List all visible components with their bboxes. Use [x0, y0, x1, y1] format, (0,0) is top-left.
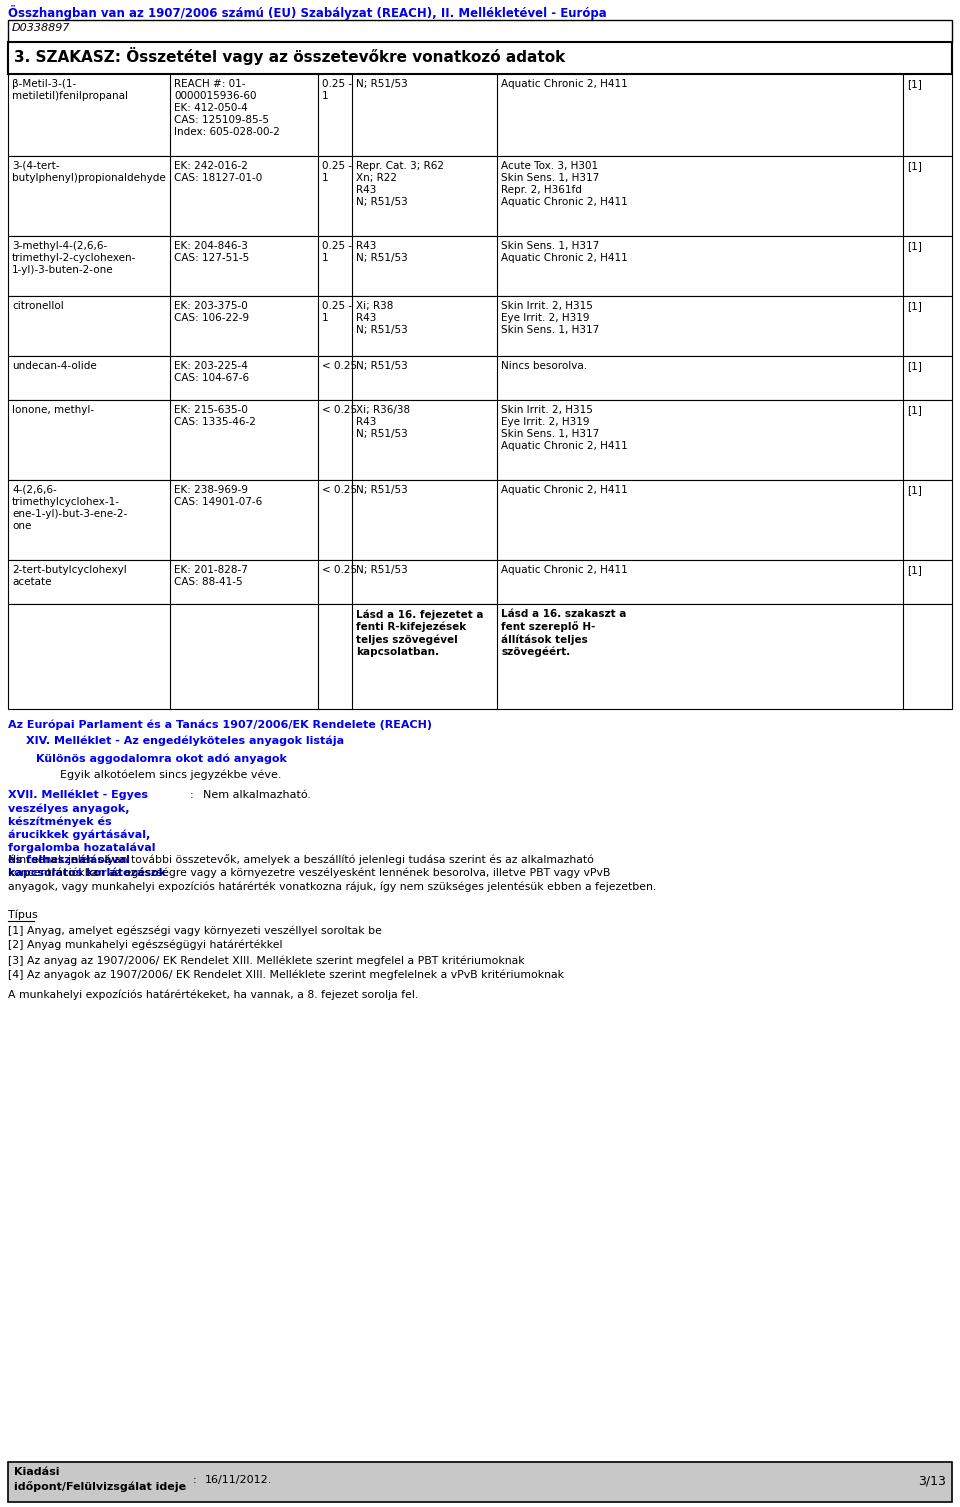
Text: 2-tert-butylcyclohexyl
acetate: 2-tert-butylcyclohexyl acetate — [12, 565, 127, 588]
Text: [1]: [1] — [907, 362, 922, 371]
Text: EK: 201-828-7
CAS: 88-41-5: EK: 201-828-7 CAS: 88-41-5 — [174, 565, 248, 588]
Bar — [8, 295, 952, 356]
Text: [1]: [1] — [907, 161, 922, 170]
Text: Egyik alkotóelem sincs jegyzékbe véve.: Egyik alkotóelem sincs jegyzékbe véve. — [46, 770, 281, 781]
Bar — [8, 604, 952, 708]
Bar — [8, 1462, 952, 1502]
Bar — [8, 157, 952, 237]
Text: 16/11/2012.: 16/11/2012. — [205, 1475, 273, 1484]
Text: [1]: [1] — [907, 565, 922, 576]
Text: N; R51/53: N; R51/53 — [356, 362, 408, 371]
Text: < 0.25: < 0.25 — [322, 565, 357, 576]
Text: EK: 203-225-4
CAS: 104-67-6: EK: 203-225-4 CAS: 104-67-6 — [174, 362, 250, 383]
Bar — [8, 42, 952, 74]
Text: Skin Irrit. 2, H315
Eye Irrit. 2, H319
Skin Sens. 1, H317: Skin Irrit. 2, H315 Eye Irrit. 2, H319 S… — [501, 301, 599, 335]
Text: :: : — [183, 790, 201, 800]
Text: < 0.25: < 0.25 — [322, 362, 357, 371]
Text: Nincsenek jelen olyan további összetevők, amelyek a beszállító jelenlegi tudása : Nincsenek jelen olyan további összetevők… — [8, 854, 657, 892]
Bar — [8, 481, 952, 561]
Text: Nem alkalmazható.: Nem alkalmazható. — [203, 790, 311, 800]
Text: citronellol: citronellol — [12, 301, 63, 310]
Text: β-Metil-3-(1-
metiletil)fenilpropanal: β-Metil-3-(1- metiletil)fenilpropanal — [12, 78, 128, 101]
Text: [1]: [1] — [907, 241, 922, 252]
Bar — [8, 74, 952, 157]
Text: [2] Anyag munkahelyi egészségügyi határértékkel: [2] Anyag munkahelyi egészségügyi határé… — [8, 940, 282, 951]
Text: Összhangban van az 1907/2006 számú (EU) Szabályzat (REACH), II. Mellékletével - : Összhangban van az 1907/2006 számú (EU) … — [8, 5, 607, 20]
Text: Acute Tox. 3, H301
Skin Sens. 1, H317
Repr. 2, H361fd
Aquatic Chronic 2, H411: Acute Tox. 3, H301 Skin Sens. 1, H317 Re… — [501, 161, 628, 206]
Text: EK: 204-846-3
CAS: 127-51-5: EK: 204-846-3 CAS: 127-51-5 — [174, 241, 250, 264]
Text: Az Európai Parlament és a Tanács 1907/2006/EK Rendelete (REACH): Az Európai Parlament és a Tanács 1907/20… — [8, 719, 432, 729]
Text: Különös aggodalomra okot adó anyagok: Különös aggodalomra okot adó anyagok — [36, 754, 287, 764]
Text: 3-methyl-4-(2,6,6-
trimethyl-2-cyclohexen-
1-yl)-3-buten-2-one: 3-methyl-4-(2,6,6- trimethyl-2-cyclohexe… — [12, 241, 136, 274]
Text: :: : — [193, 1475, 197, 1484]
Text: N; R51/53: N; R51/53 — [356, 485, 408, 494]
Text: Típus: Típus — [8, 909, 37, 919]
Text: Repr. Cat. 3; R62
Xn; R22
R43
N; R51/53: Repr. Cat. 3; R62 Xn; R22 R43 N; R51/53 — [356, 161, 444, 206]
Bar — [8, 356, 952, 399]
Text: Aquatic Chronic 2, H411: Aquatic Chronic 2, H411 — [501, 485, 628, 494]
Bar — [8, 237, 952, 295]
Text: Aquatic Chronic 2, H411: Aquatic Chronic 2, H411 — [501, 78, 628, 89]
Text: [1]: [1] — [907, 78, 922, 89]
Text: < 0.25: < 0.25 — [322, 405, 357, 414]
Text: EK: 238-969-9
CAS: 14901-07-6: EK: 238-969-9 CAS: 14901-07-6 — [174, 485, 262, 506]
Text: EK: 203-375-0
CAS: 106-22-9: EK: 203-375-0 CAS: 106-22-9 — [174, 301, 250, 322]
Text: 3. SZAKASZ: Összetétel vagy az összetevőkre vonatkozó adatok: 3. SZAKASZ: Összetétel vagy az összetevő… — [14, 47, 565, 65]
Text: Lásd a 16. fejezetet a
fenti R-kifejezések
teljes szövegével
kapcsolatban.: Lásd a 16. fejezetet a fenti R-kifejezés… — [356, 609, 484, 657]
Text: REACH #: 01-
0000015936-60
EK: 412-050-4
CAS: 125109-85-5
Index: 605-028-00-2: REACH #: 01- 0000015936-60 EK: 412-050-4… — [174, 78, 280, 137]
Text: Xi; R38
R43
N; R51/53: Xi; R38 R43 N; R51/53 — [356, 301, 408, 335]
Text: D0338897: D0338897 — [12, 23, 70, 33]
Text: 0.25 -
1: 0.25 - 1 — [322, 78, 352, 101]
Text: N; R51/53: N; R51/53 — [356, 78, 408, 89]
Text: 4-(2,6,6-
trimethylcyclohex-1-
ene-1-yl)-but-3-ene-2-
one: 4-(2,6,6- trimethylcyclohex-1- ene-1-yl)… — [12, 485, 128, 530]
Bar — [8, 561, 952, 604]
Text: Nincs besorolva.: Nincs besorolva. — [501, 362, 588, 371]
Text: R43
N; R51/53: R43 N; R51/53 — [356, 241, 408, 264]
Text: 0.25 -
1: 0.25 - 1 — [322, 161, 352, 182]
Bar — [8, 20, 952, 42]
Text: XVII. Melléklet - Egyes
veszélyes anyagok,
készítmények és
árucikkek gyártásával: XVII. Melléklet - Egyes veszélyes anyago… — [8, 790, 166, 879]
Text: EK: 242-016-2
CAS: 18127-01-0: EK: 242-016-2 CAS: 18127-01-0 — [174, 161, 262, 182]
Text: Xi; R36/38
R43
N; R51/53: Xi; R36/38 R43 N; R51/53 — [356, 405, 410, 439]
Text: [1] Anyag, amelyet egészségi vagy környezeti veszéllyel soroltak be: [1] Anyag, amelyet egészségi vagy környe… — [8, 925, 382, 936]
Text: 3/13: 3/13 — [918, 1475, 946, 1487]
Text: A munkahelyi expozíciós határértékeket, ha vannak, a 8. fejezet sorolja fel.: A munkahelyi expozíciós határértékeket, … — [8, 989, 419, 999]
Text: Skin Sens. 1, H317
Aquatic Chronic 2, H411: Skin Sens. 1, H317 Aquatic Chronic 2, H4… — [501, 241, 628, 264]
Text: Lásd a 16. szakaszt a
fent szereplő H-
állítások teljes
szövegéért.: Lásd a 16. szakaszt a fent szereplő H- á… — [501, 609, 626, 657]
Text: Aquatic Chronic 2, H411: Aquatic Chronic 2, H411 — [501, 565, 628, 576]
Text: 0.25 -
1: 0.25 - 1 — [322, 301, 352, 322]
Text: [1]: [1] — [907, 485, 922, 494]
Text: [3] Az anyag az 1907/2006/ EK Rendelet XIII. Melléklete szerint megfelel a PBT k: [3] Az anyag az 1907/2006/ EK Rendelet X… — [8, 955, 524, 966]
Text: 0.25 -
1: 0.25 - 1 — [322, 241, 352, 264]
Text: Ionone, methyl-: Ionone, methyl- — [12, 405, 94, 414]
Text: [1]: [1] — [907, 405, 922, 414]
Text: Kiadási
időpont/Felülvizsgálat ideje: Kiadási időpont/Felülvizsgálat ideje — [14, 1466, 186, 1492]
Text: [4] Az anyagok az 1907/2006/ EK Rendelet XIII. Melléklete szerint megfelelnek a : [4] Az anyagok az 1907/2006/ EK Rendelet… — [8, 971, 564, 981]
Bar — [8, 399, 952, 481]
Text: N; R51/53: N; R51/53 — [356, 565, 408, 576]
Text: Skin Irrit. 2, H315
Eye Irrit. 2, H319
Skin Sens. 1, H317
Aquatic Chronic 2, H41: Skin Irrit. 2, H315 Eye Irrit. 2, H319 S… — [501, 405, 628, 451]
Text: [1]: [1] — [907, 301, 922, 310]
Text: < 0.25: < 0.25 — [322, 485, 357, 494]
Text: 3-(4-tert-
butylphenyl)propionaldehyde: 3-(4-tert- butylphenyl)propionaldehyde — [12, 161, 166, 182]
Text: EK: 215-635-0
CAS: 1335-46-2: EK: 215-635-0 CAS: 1335-46-2 — [174, 405, 256, 426]
Text: undecan-4-olide: undecan-4-olide — [12, 362, 97, 371]
Text: XIV. Melléklet - Az engedélyköteles anyagok listája: XIV. Melléklet - Az engedélyköteles anya… — [26, 735, 344, 746]
